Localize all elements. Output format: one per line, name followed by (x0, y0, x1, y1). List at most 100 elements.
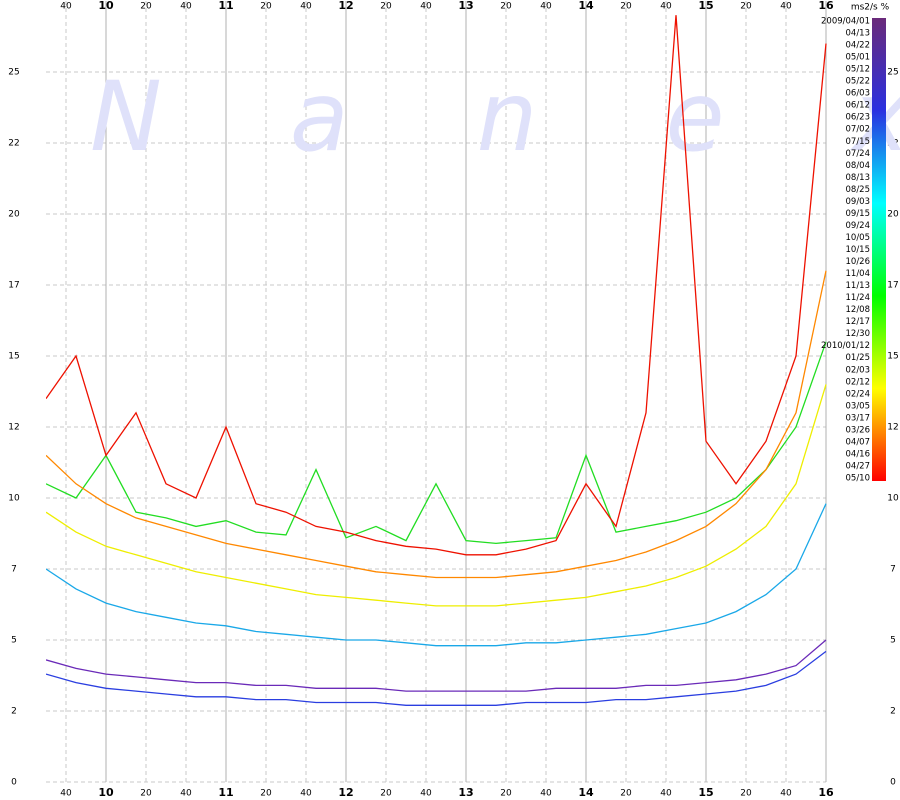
x-tick-label-top: 13 (458, 0, 473, 12)
x-tick-label: 40 (300, 789, 312, 799)
colorbar-label: 05/10 (846, 474, 871, 484)
plot-lines (46, 15, 827, 706)
colorbar-label: 10/26 (846, 257, 871, 267)
colorbar-label: 03/26 (846, 425, 871, 435)
colorbar-label: 03/05 (846, 401, 871, 411)
y-tick-label: 5 (11, 636, 17, 646)
x-tick-label: 20 (500, 789, 512, 799)
x-tick-label-top: 40 (780, 2, 792, 12)
colorbar-label: 04/27 (846, 461, 871, 471)
x-tick-label: 40 (60, 789, 72, 799)
x-tick-label: 10 (98, 786, 114, 799)
colorbar-label: 04/07 (846, 437, 871, 447)
x-tick-label-top: 40 (300, 2, 312, 12)
colorbar-label: 11/04 (846, 269, 871, 279)
y-tick-label: 0 (11, 778, 17, 788)
y-tick-label-right: 2 (890, 707, 896, 717)
y-tick-label-right: 20 (887, 210, 899, 220)
colorbar-label: 07/24 (846, 149, 871, 159)
colorbar-label: 08/25 (846, 185, 871, 195)
colorbar-label: 12/17 (846, 317, 871, 327)
y-tick-label-right: 25 (887, 68, 898, 78)
colorbar-label: 04/22 (846, 41, 871, 51)
x-tick-label-top: 10 (98, 0, 114, 12)
x-tick-label-top: 16 (818, 0, 834, 12)
x-tick-label: 11 (218, 786, 233, 799)
x-tick-label-top: 20 (140, 2, 152, 12)
series-line (46, 650, 827, 706)
y-tick-label: 20 (8, 210, 20, 220)
y-tick-label: 22 (8, 139, 19, 149)
colorbar-label: 2009/04/01 (821, 17, 870, 27)
x-tick-label: 20 (380, 789, 392, 799)
colorbar-label: 03/17 (846, 413, 871, 423)
x-tick-label-top: 20 (620, 2, 632, 12)
y-tick-label: 12 (8, 423, 19, 433)
colorbar-label: 12/30 (846, 329, 871, 339)
colorbar-label: 06/03 (846, 89, 871, 99)
colorbar-label: 05/12 (846, 65, 871, 75)
colorbar-label: 06/12 (846, 101, 871, 111)
unit-label: ms2/s % (851, 3, 890, 13)
colorbar-label: 05/01 (846, 53, 871, 63)
colorbar-label: 09/24 (846, 221, 871, 231)
colorbar-label: 04/13 (846, 29, 871, 39)
y-tick-label: 7 (11, 565, 17, 575)
series-line (46, 270, 827, 579)
x-tick-label: 13 (458, 786, 473, 799)
series-line (46, 639, 827, 692)
x-tick-label-top: 20 (740, 2, 752, 12)
x-tick-label: 16 (818, 786, 834, 799)
y-tick-label-right: 22 (887, 139, 898, 149)
colorbar-label: 04/16 (846, 449, 871, 459)
colorbar-label: 09/15 (846, 209, 871, 219)
x-tick-label-top: 40 (420, 2, 432, 12)
x-tick-label: 12 (338, 786, 353, 799)
y-tick-label: 17 (8, 281, 19, 291)
x-tick-label: 40 (420, 789, 432, 799)
x-tick-label: 20 (140, 789, 152, 799)
colorbar-label: 11/13 (846, 281, 871, 291)
x-tick-label: 40 (660, 789, 672, 799)
x-tick-label: 40 (180, 789, 192, 799)
x-tick-label-top: 20 (380, 2, 392, 12)
series-line (46, 341, 827, 545)
series-line (46, 503, 827, 647)
x-tick-label: 15 (698, 786, 713, 799)
colorbar-label: 10/05 (846, 233, 871, 243)
colorbar-label: 09/03 (846, 197, 871, 207)
y-tick-label-right: 12 (887, 423, 898, 433)
colorbar-label: 02/03 (846, 365, 871, 375)
x-tick-label-top: 11 (218, 0, 233, 12)
colorbar-label: 08/13 (846, 173, 871, 183)
colorbar-label: 07/02 (846, 125, 871, 135)
colorbar-label: 02/24 (846, 389, 871, 399)
x-tick-label-top: 40 (660, 2, 672, 12)
y-tick-label-right: 7 (890, 565, 896, 575)
x-tick-label: 20 (620, 789, 632, 799)
series-line (46, 384, 827, 607)
y-tick-label-right: 10 (887, 494, 899, 504)
colorbar-label: 02/12 (846, 377, 871, 387)
x-tick-label-top: 40 (540, 2, 552, 12)
x-tick-label-top: 20 (500, 2, 512, 12)
colorbar-label: 2010/01/12 (821, 341, 870, 351)
x-tick-label: 20 (260, 789, 272, 799)
watermark: Nanex (90, 61, 900, 173)
x-tick-label: 20 (740, 789, 752, 799)
colorbar-label: 08/04 (846, 161, 871, 171)
x-tick-label: 40 (540, 789, 552, 799)
y-tick-label: 15 (8, 352, 19, 362)
y-tick-label: 2 (11, 707, 17, 717)
y-tick-label-right: 15 (887, 352, 898, 362)
colorbar-label: 07/15 (846, 137, 871, 147)
x-tick-label-top: 40 (60, 2, 72, 12)
colorbar-label: 01/25 (846, 353, 871, 363)
x-tick-label-top: 20 (260, 2, 272, 12)
y-tick-label-right: 5 (890, 636, 896, 646)
x-tick-label-top: 12 (338, 0, 353, 12)
colorbar (872, 18, 886, 481)
y-tick-label-right: 0 (890, 778, 896, 788)
series-line (46, 15, 827, 556)
